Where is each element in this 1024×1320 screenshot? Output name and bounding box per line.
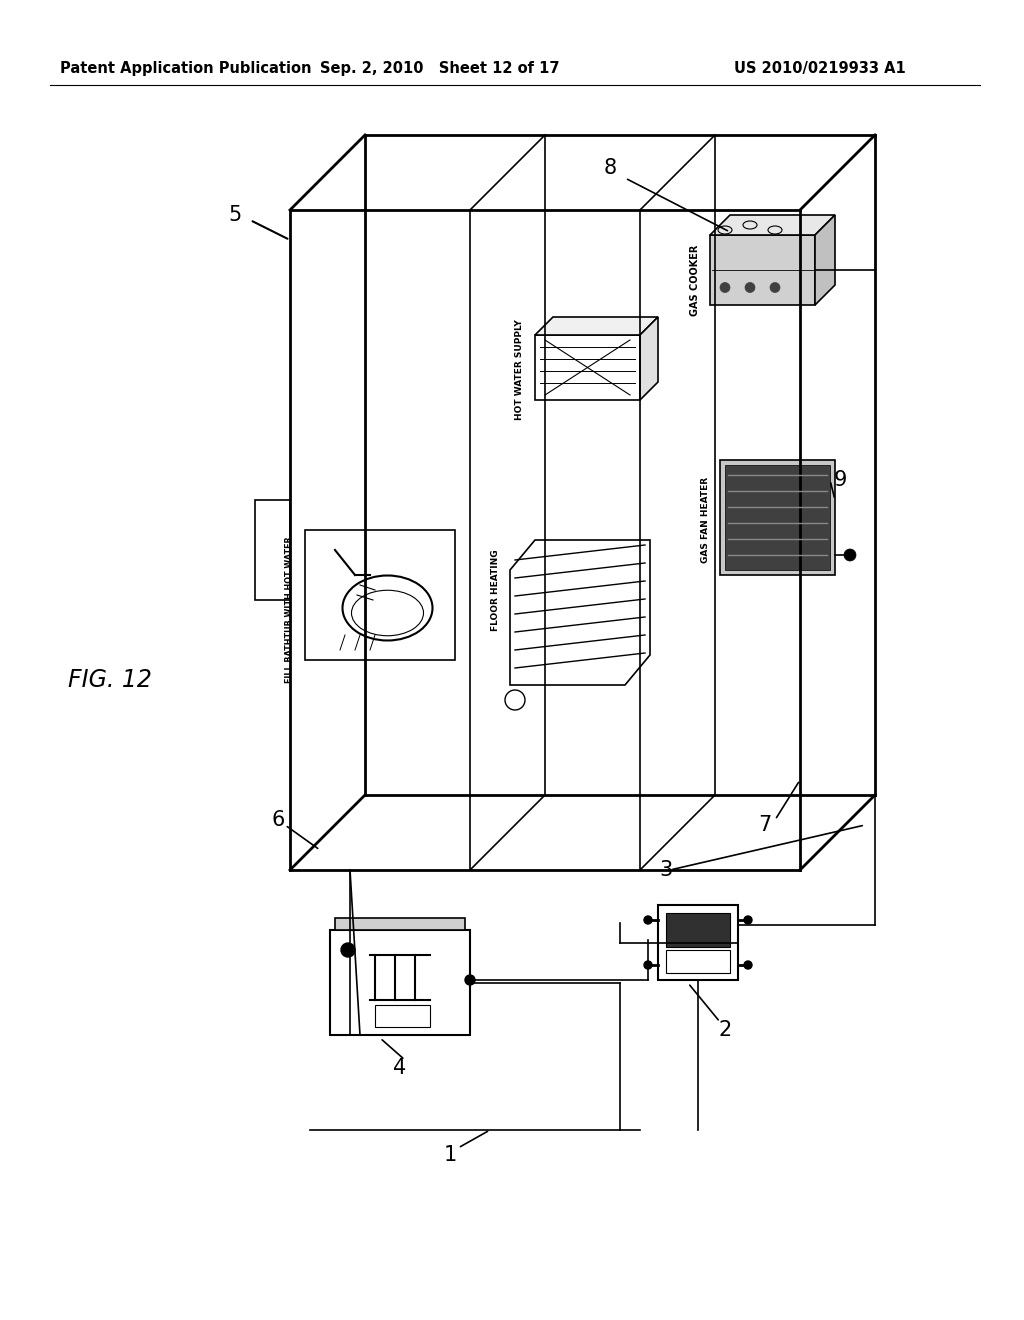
Text: HOT WATER SUPPLY: HOT WATER SUPPLY bbox=[515, 319, 524, 420]
Bar bbox=[658, 906, 738, 979]
Circle shape bbox=[844, 549, 856, 561]
Text: FILL BATHTUB WITH HOT WATER: FILL BATHTUB WITH HOT WATER bbox=[286, 537, 295, 684]
Circle shape bbox=[644, 961, 652, 969]
Text: FIG. 12: FIG. 12 bbox=[68, 668, 152, 692]
Bar bbox=[255, 500, 290, 601]
Polygon shape bbox=[710, 215, 835, 235]
Circle shape bbox=[644, 916, 652, 924]
Circle shape bbox=[744, 961, 752, 969]
Bar bbox=[720, 459, 835, 576]
Bar bbox=[330, 931, 470, 1035]
Bar bbox=[710, 235, 815, 305]
Text: 1: 1 bbox=[443, 1144, 457, 1166]
Text: Sep. 2, 2010   Sheet 12 of 17: Sep. 2, 2010 Sheet 12 of 17 bbox=[321, 61, 560, 75]
Text: 6: 6 bbox=[271, 810, 285, 830]
Bar bbox=[666, 913, 730, 946]
Circle shape bbox=[465, 975, 475, 985]
Circle shape bbox=[720, 282, 730, 293]
Polygon shape bbox=[815, 215, 835, 305]
Circle shape bbox=[770, 282, 780, 293]
Bar bbox=[666, 950, 730, 973]
Circle shape bbox=[341, 942, 355, 957]
Polygon shape bbox=[535, 317, 658, 335]
Text: FLOOR HEATING: FLOOR HEATING bbox=[490, 549, 500, 631]
Text: 7: 7 bbox=[759, 814, 772, 836]
Circle shape bbox=[744, 916, 752, 924]
Bar bbox=[535, 335, 640, 400]
Text: 4: 4 bbox=[393, 1059, 407, 1078]
Text: 3: 3 bbox=[659, 861, 673, 880]
Text: US 2010/0219933 A1: US 2010/0219933 A1 bbox=[734, 61, 906, 75]
Circle shape bbox=[745, 282, 755, 293]
Bar bbox=[305, 531, 455, 660]
Bar bbox=[335, 917, 465, 931]
Bar bbox=[725, 465, 830, 570]
Bar bbox=[375, 1005, 430, 1027]
Text: Patent Application Publication: Patent Application Publication bbox=[60, 61, 311, 75]
Text: GAS FAN HEATER: GAS FAN HEATER bbox=[701, 477, 711, 564]
Text: 5: 5 bbox=[228, 205, 242, 224]
Text: 8: 8 bbox=[603, 158, 616, 178]
Polygon shape bbox=[510, 540, 650, 685]
Text: 2: 2 bbox=[719, 1020, 731, 1040]
Text: GAS COOKER: GAS COOKER bbox=[690, 244, 700, 315]
Text: 9: 9 bbox=[834, 470, 847, 490]
Polygon shape bbox=[640, 317, 658, 400]
